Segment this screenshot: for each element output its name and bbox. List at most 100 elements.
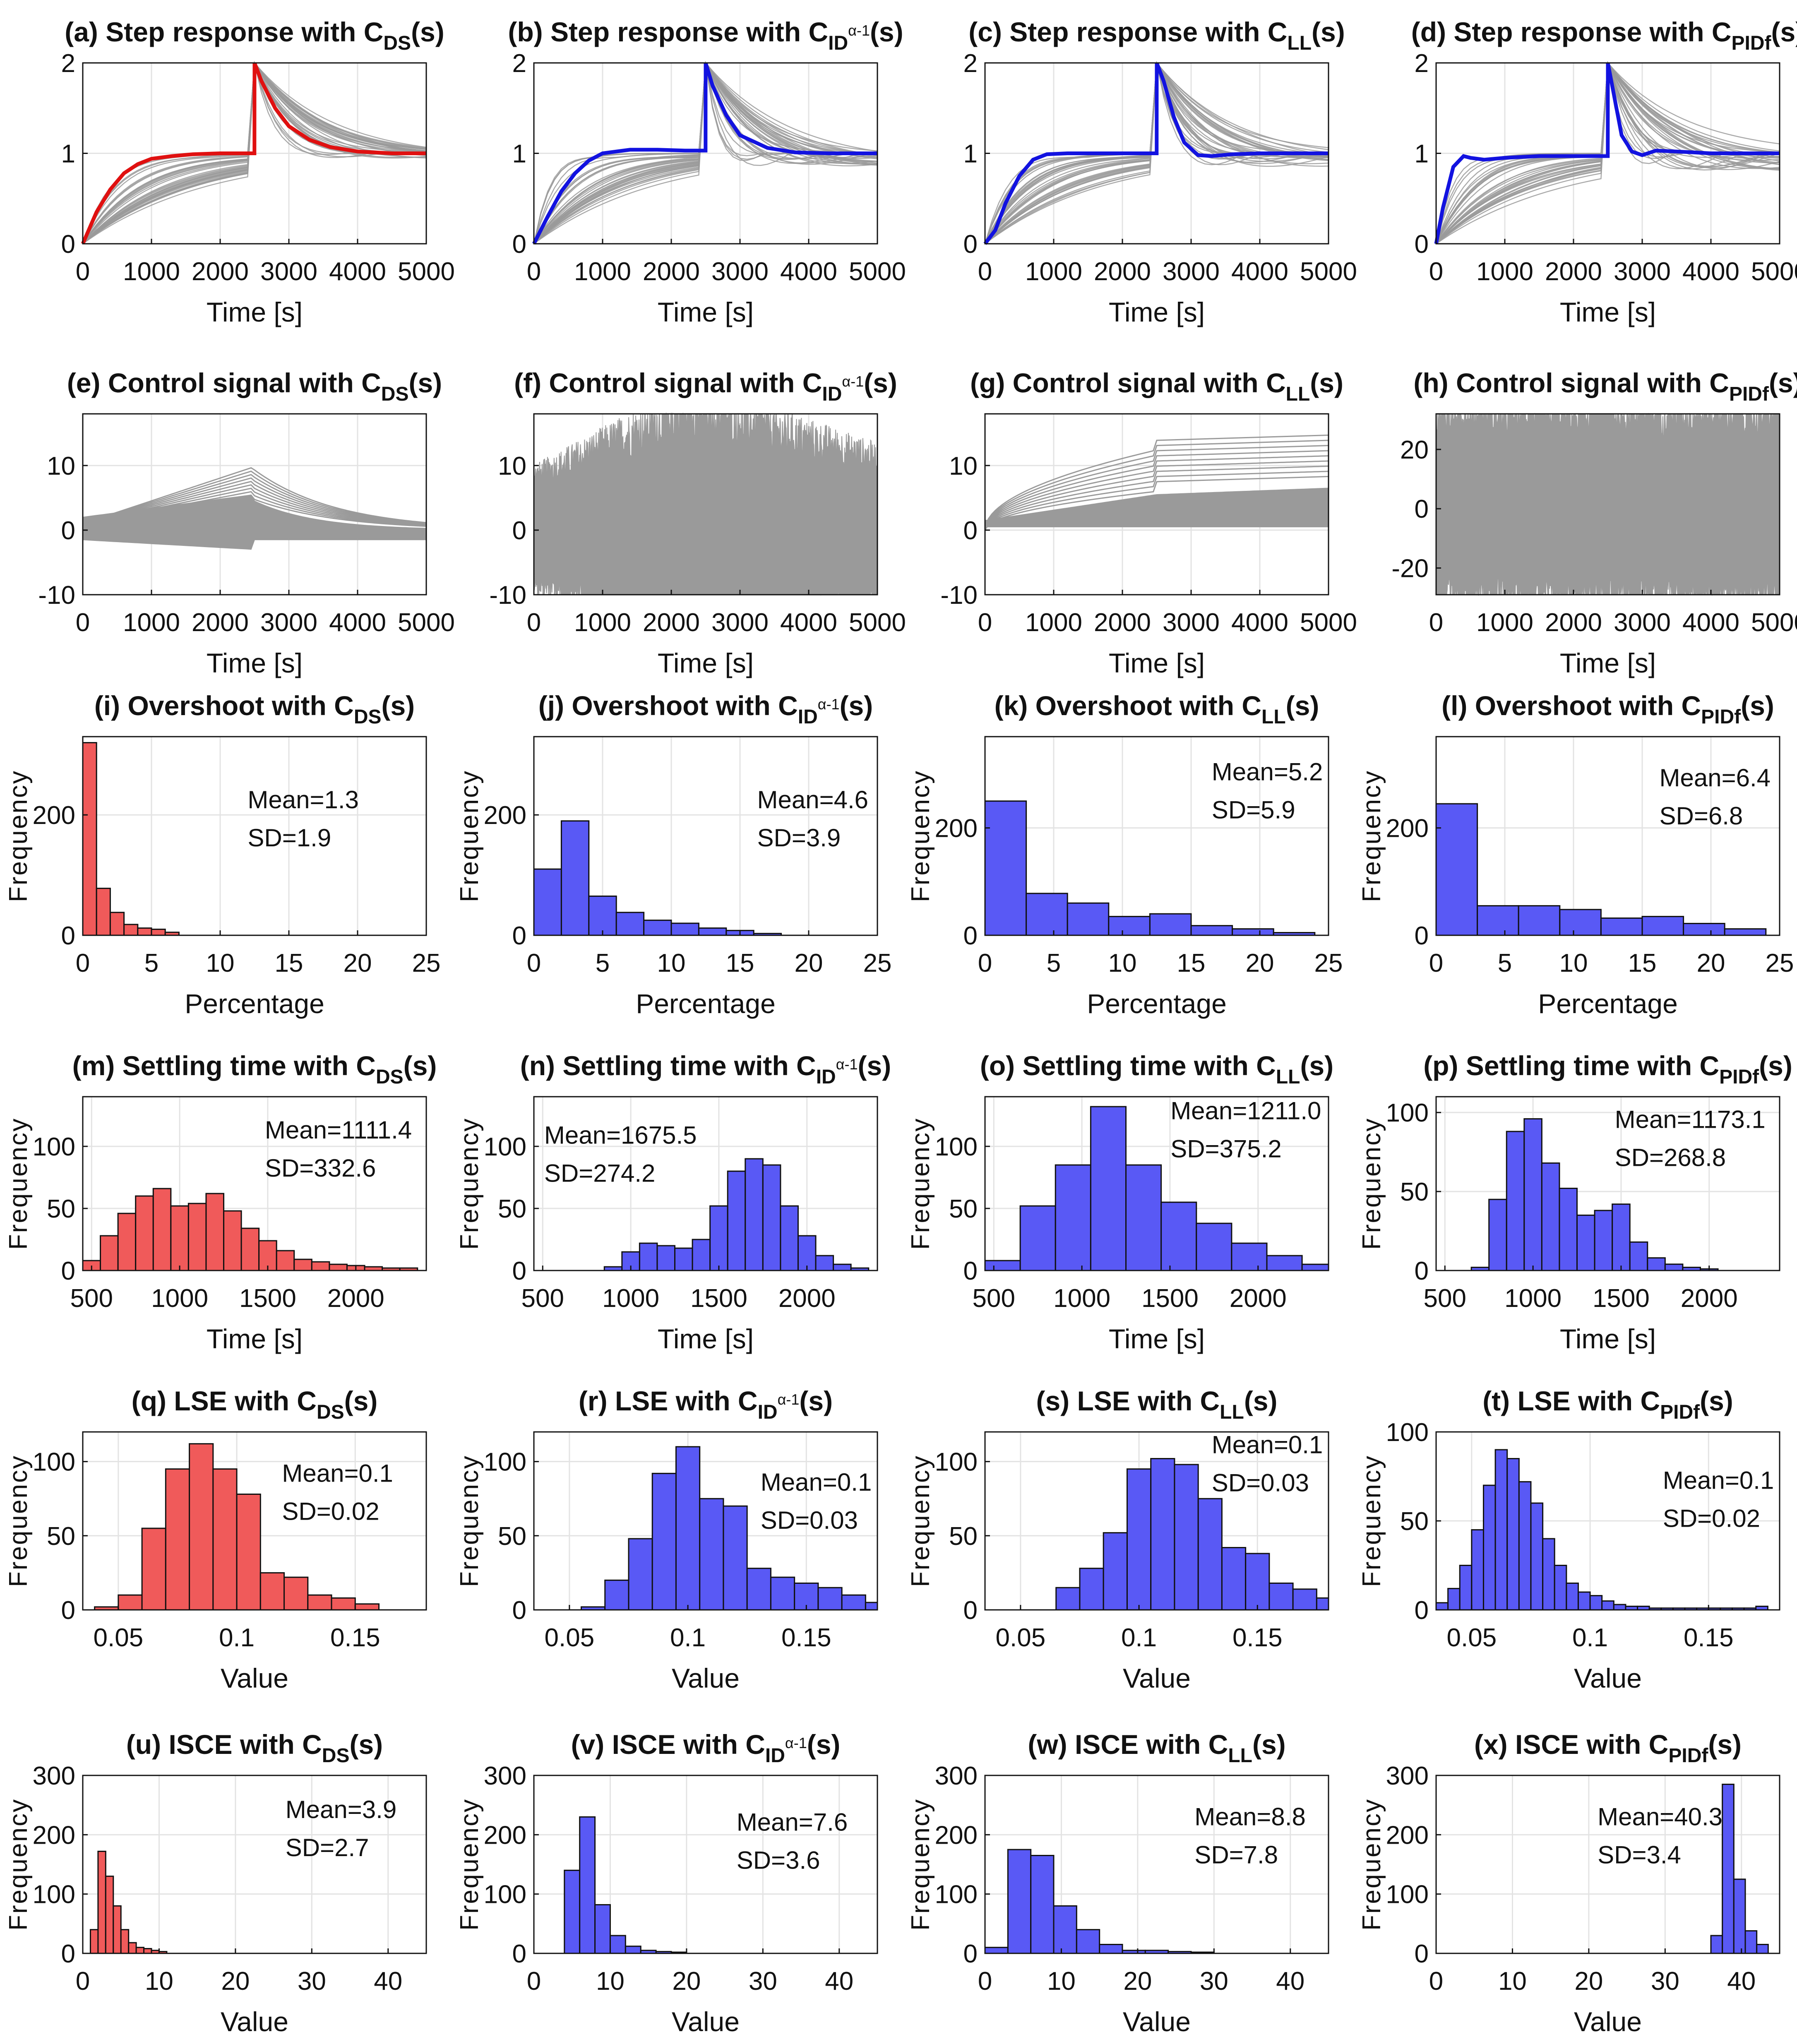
x-tick-label: 1000 (123, 608, 180, 637)
chart-t: Mean=0.1 SD=0.02 0.05 0.1 0.15 0 50 100 Value Fre… (1357, 1386, 1780, 1693)
control-run-line (82, 484, 427, 526)
x-tick-label: 0.1 (670, 1624, 706, 1652)
histogram-bar (1160, 1201, 1197, 1271)
x-axis-label: Time [s] (658, 1323, 754, 1354)
histogram-bar (675, 1446, 701, 1611)
y-tick-label: -10 (38, 581, 75, 610)
y-tick-label: 0 (1415, 1257, 1429, 1285)
x-tick-label: 0.05 (1447, 1624, 1497, 1652)
x-tick-label: 0.15 (781, 1624, 831, 1652)
histogram-bar (674, 1247, 693, 1271)
y-tick-label: 1 (963, 140, 978, 168)
x-tick-label: 4000 (1682, 257, 1739, 286)
x-axis-label: Percentage (1538, 988, 1678, 1019)
y-tick-label: 0 (61, 1940, 75, 1968)
y-tick-label: 100 (935, 1133, 978, 1161)
y-tick-label: 100 (484, 1881, 526, 1909)
control-run-line (82, 477, 427, 525)
x-tick-label: 1000 (1476, 257, 1533, 286)
x-tick-label: 20 (672, 1967, 701, 1996)
x-tick-label: 0 (978, 1967, 992, 1996)
histogram-bar (1174, 1464, 1199, 1611)
histogram-bar (670, 922, 699, 936)
x-tick-label: 0.15 (330, 1624, 380, 1652)
histogram-bar (1149, 913, 1192, 936)
histogram-bar (135, 1195, 154, 1271)
histogram-bar (1196, 1223, 1232, 1271)
histogram-bar (1268, 1583, 1294, 1611)
y-tick-label: 100 (484, 1133, 526, 1161)
x-tick-label: 30 (749, 1967, 777, 1996)
stat-mean: Mean=1675.5 (544, 1121, 697, 1149)
x-tick-label: 2000 (778, 1284, 836, 1313)
x-axis-label: Value (1123, 2006, 1191, 2037)
y-tick-label: 2 (1415, 49, 1429, 78)
histogram-bar (329, 1263, 348, 1271)
histogram-bar (1641, 916, 1684, 936)
stat-sd: SD=0.02 (1663, 1505, 1760, 1532)
x-tick-label: 1000 (123, 257, 180, 286)
histogram-bar (1103, 1532, 1128, 1611)
axes-box (1435, 736, 1780, 936)
x-tick-label: 20 (1574, 1967, 1603, 1996)
x-tick-label: 25 (863, 949, 892, 978)
x-axis-label: Value (221, 2006, 288, 2037)
axes-box (1435, 1096, 1780, 1271)
histogram-bar (1232, 928, 1274, 936)
histogram-bar (1494, 1449, 1508, 1611)
x-tick-label: 3000 (260, 257, 317, 286)
x-tick-label: 1000 (1053, 1284, 1110, 1313)
x-axis-label: Value (221, 1663, 288, 1693)
y-tick-label: 100 (1386, 1881, 1429, 1909)
x-tick-label: 4000 (780, 608, 837, 637)
histogram-bar (89, 1929, 99, 1954)
histogram-bar (560, 820, 590, 936)
histogram-bar (1090, 1106, 1127, 1271)
chart-title: (j) Overshoot with CIDα-1(s) (538, 690, 873, 728)
histogram-bar (865, 1602, 878, 1611)
x-tick-label: 1000 (1025, 257, 1082, 286)
x-tick-label: 1500 (1593, 1284, 1650, 1313)
nominal-response-line (81, 62, 426, 245)
x-tick-label: 1000 (602, 1284, 659, 1313)
x-tick-label: 25 (412, 949, 441, 978)
control-run-line (984, 440, 1329, 531)
histogram-bar (1600, 917, 1643, 936)
x-axis-label: Time [s] (207, 648, 303, 678)
x-tick-label: 10 (1559, 949, 1588, 978)
histogram-bar (117, 1213, 137, 1271)
chart-title: (n) Settling time with CIDα-1(s) (520, 1050, 891, 1088)
histogram-bar (105, 1876, 114, 1954)
y-axis-label: Frequency (906, 1117, 935, 1250)
histogram-bar (579, 1816, 596, 1954)
histogram-bar (651, 1472, 677, 1611)
histogram-bar (639, 1242, 658, 1271)
histogram-bar (1506, 1131, 1525, 1271)
histogram-bar (1055, 1164, 1091, 1271)
histogram-bar (223, 1210, 242, 1271)
y-tick-label: 50 (498, 1522, 526, 1551)
x-tick-label: 2000 (327, 1284, 384, 1313)
x-tick-label: 500 (70, 1284, 113, 1313)
histogram-bar (1710, 1935, 1723, 1954)
histogram-bar (205, 1193, 225, 1271)
histogram-bar (984, 800, 1027, 936)
histogram-bar (1612, 1203, 1631, 1271)
histogram-bar (1301, 1263, 1329, 1271)
histogram-bar (1125, 1164, 1162, 1271)
y-tick-label: 100 (33, 1133, 75, 1161)
stat-sd: SD=6.8 (1660, 802, 1743, 830)
chart-s: Mean=0.1 SD=0.03 0.05 0.1 0.15 0 50 100 Value Fre… (906, 1386, 1329, 1693)
control-run-line (984, 471, 1329, 531)
stat-sd: SD=1.9 (247, 824, 331, 852)
histogram-bar (699, 1498, 724, 1611)
x-tick-label: 0.15 (1232, 1624, 1283, 1652)
x-tick-label: 0 (76, 608, 90, 637)
x-tick-label: 2000 (1094, 257, 1151, 286)
y-tick-label: 0 (1415, 230, 1429, 259)
stat-mean: Mean=1111.4 (265, 1116, 412, 1144)
axes-box (984, 736, 1329, 936)
axes-box (82, 1431, 427, 1611)
y-tick-label: 100 (1386, 1099, 1429, 1127)
histogram-bar (1488, 1199, 1507, 1271)
